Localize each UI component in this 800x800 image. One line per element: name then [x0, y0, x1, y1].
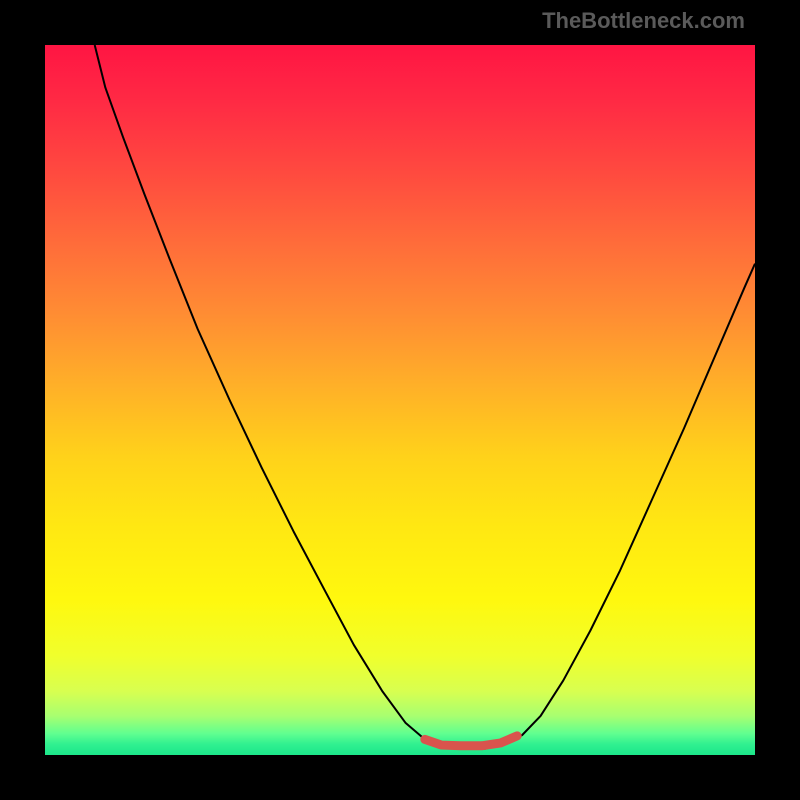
curve-overlay	[45, 45, 755, 755]
plot-area	[45, 45, 755, 755]
highlight-segment-line	[425, 736, 517, 746]
watermark-text: TheBottleneck.com	[542, 8, 745, 34]
main-curve-line	[95, 45, 755, 749]
